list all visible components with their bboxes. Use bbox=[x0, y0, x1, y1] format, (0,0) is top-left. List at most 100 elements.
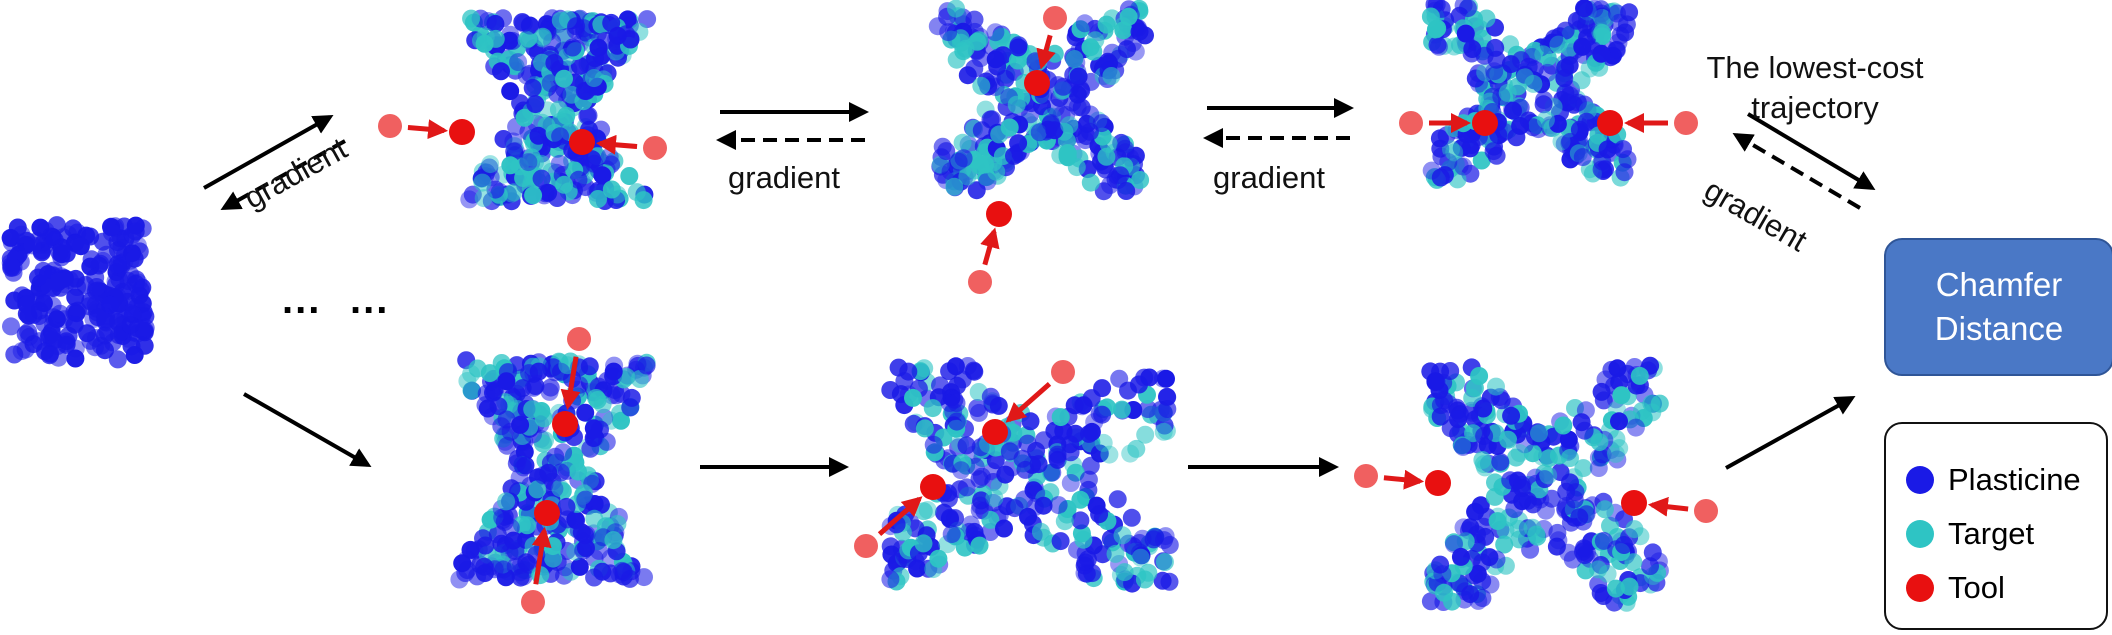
plasticine-point bbox=[1431, 555, 1450, 574]
plasticine-point bbox=[1049, 496, 1068, 515]
target-point bbox=[1561, 449, 1579, 467]
plasticine-point bbox=[71, 237, 90, 256]
plasticine-point bbox=[1512, 51, 1531, 70]
target-point bbox=[1094, 433, 1113, 452]
tool-point bbox=[920, 474, 946, 500]
plasticine-point bbox=[485, 560, 504, 579]
target-point bbox=[533, 27, 552, 46]
initial-plasticine-cloud bbox=[1, 216, 155, 369]
plasticine-point bbox=[1473, 553, 1492, 572]
forward-arrow-8 bbox=[1725, 396, 1856, 470]
tool-start-point bbox=[521, 590, 545, 614]
plasticine-point bbox=[567, 17, 586, 36]
gradient-label-3: gradient bbox=[1213, 160, 1326, 195]
tool-start-point bbox=[854, 534, 878, 558]
plasticine-point bbox=[1138, 400, 1157, 418]
target-point bbox=[472, 31, 490, 50]
plasticine-point bbox=[495, 512, 514, 531]
plasticine-point bbox=[545, 54, 564, 72]
target-point bbox=[1106, 544, 1125, 563]
plasticine-point bbox=[116, 229, 135, 248]
plasticine-point bbox=[1019, 507, 1037, 526]
tool-motion-arrow bbox=[980, 227, 1000, 266]
gradient-arrow-4 bbox=[1732, 132, 1862, 210]
plasticine-point bbox=[1598, 140, 1617, 159]
plasticine-point bbox=[102, 223, 121, 242]
legend-label-tool: Tool bbox=[1948, 570, 2005, 605]
target-point bbox=[555, 175, 574, 194]
plasticine-point bbox=[1475, 46, 1494, 65]
plasticine-point bbox=[1081, 456, 1100, 475]
plasticine-point bbox=[1568, 93, 1587, 112]
target-point bbox=[1625, 520, 1644, 539]
target-point bbox=[1606, 579, 1625, 598]
plasticine-point bbox=[1061, 474, 1080, 492]
plasticine-point bbox=[1577, 16, 1595, 35]
tool-start-point bbox=[1043, 6, 1067, 30]
target-point bbox=[1593, 24, 1612, 42]
target-point bbox=[1139, 563, 1158, 582]
target-point bbox=[1121, 444, 1140, 463]
tool-point bbox=[1024, 70, 1050, 96]
target-point bbox=[953, 133, 972, 152]
plasticine-point bbox=[492, 62, 510, 81]
forward-arrow-5 bbox=[243, 392, 372, 467]
plasticine-point bbox=[1484, 142, 1503, 161]
plasticine-point bbox=[509, 53, 528, 72]
plasticine-point bbox=[501, 25, 520, 44]
plasticine-point bbox=[519, 153, 538, 172]
tool-k bbox=[1354, 464, 1451, 496]
plasticine-point bbox=[79, 297, 98, 316]
plasticine-point bbox=[551, 127, 570, 146]
tool-start-point bbox=[378, 114, 402, 138]
target-point bbox=[585, 509, 604, 528]
gradient-arrow-1 bbox=[220, 139, 346, 210]
flow-arrows bbox=[203, 98, 1876, 477]
plasticine-point bbox=[1122, 508, 1141, 527]
plasticine-point bbox=[492, 417, 511, 436]
tool-motion-arrow bbox=[407, 119, 449, 140]
target-point bbox=[1113, 526, 1132, 545]
plasticine-point bbox=[1048, 445, 1067, 464]
plasticine-point bbox=[1030, 123, 1049, 142]
legend-label-target: Target bbox=[1948, 516, 2035, 551]
plasticine-point bbox=[498, 363, 517, 382]
target-point bbox=[1486, 473, 1504, 492]
plasticine-point bbox=[539, 183, 558, 202]
target-point bbox=[612, 411, 630, 430]
plasticine-point bbox=[592, 495, 610, 514]
tool-f bbox=[1597, 110, 1698, 136]
target-point bbox=[1000, 118, 1019, 137]
target-point bbox=[630, 370, 649, 388]
target-point bbox=[462, 381, 481, 400]
plasticine-point bbox=[1154, 369, 1172, 388]
plasticine-point bbox=[1071, 511, 1090, 530]
target-point bbox=[1498, 83, 1517, 102]
plasticine-point bbox=[66, 349, 85, 368]
tool-start-point bbox=[643, 136, 667, 160]
plasticine-point bbox=[1439, 153, 1458, 172]
target-point bbox=[1590, 433, 1609, 452]
tool-b bbox=[569, 129, 667, 160]
legend-item-target: Target bbox=[1906, 516, 2034, 552]
plasticine-point bbox=[1422, 161, 1441, 180]
plasticine-swatch bbox=[1906, 466, 1934, 494]
plasticine-point bbox=[504, 132, 523, 151]
plasticine-point bbox=[1577, 505, 1596, 524]
target-point bbox=[593, 395, 612, 414]
target-point bbox=[634, 191, 653, 210]
target-point bbox=[1477, 9, 1496, 28]
plasticine-point bbox=[557, 497, 576, 516]
tool-start-point bbox=[1694, 499, 1718, 523]
plasticine-point bbox=[1473, 589, 1492, 608]
plasticine-point bbox=[1054, 421, 1073, 440]
target-point bbox=[604, 531, 623, 550]
chamfer-line-2: Distance bbox=[1934, 310, 2064, 347]
plasticine-point bbox=[1051, 532, 1070, 551]
plasticine-point bbox=[1538, 63, 1557, 82]
target-point bbox=[914, 534, 933, 553]
plasticine-point bbox=[570, 557, 589, 576]
target-point bbox=[501, 156, 520, 175]
target-point bbox=[1536, 110, 1555, 129]
plasticine-point bbox=[1561, 473, 1579, 492]
